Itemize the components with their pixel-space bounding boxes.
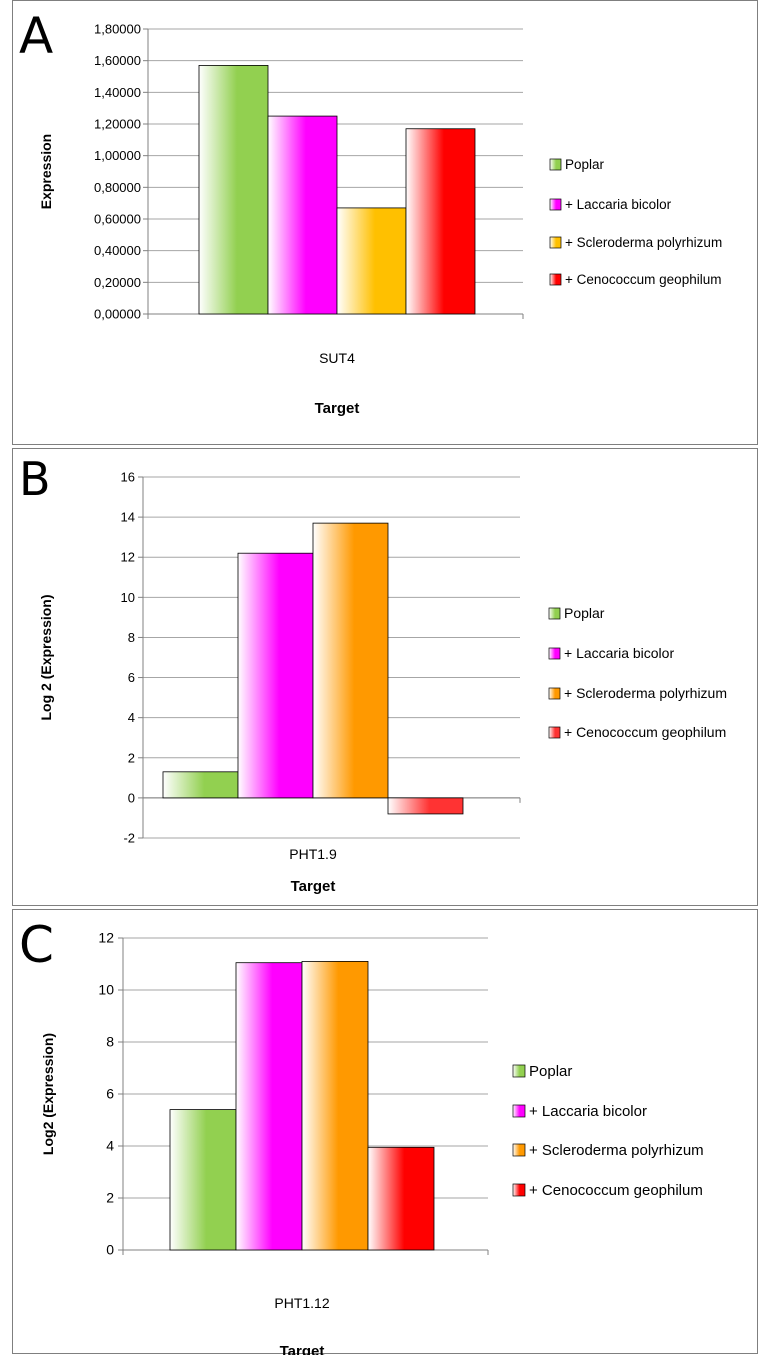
legend-swatch	[548, 687, 561, 700]
legend-swatch	[549, 198, 562, 211]
legend-swatch	[549, 273, 562, 286]
y-tick-label: 2	[128, 750, 135, 765]
category-label: SUT4	[319, 350, 355, 366]
y-tick-label: 1,00000	[94, 148, 141, 163]
legend-label: + Laccaria bicolor	[565, 197, 672, 212]
y-tick-label: 1,80000	[94, 22, 141, 37]
legend-label: + Scleroderma polyrhizum	[564, 685, 727, 701]
y-tick-label: -2	[123, 831, 135, 846]
y-tick-label: 2	[106, 1190, 114, 1206]
bar-2	[235, 962, 303, 1251]
legend-label: Poplar	[565, 157, 605, 172]
y-tick-label: 1,40000	[94, 85, 141, 100]
legend-swatch	[512, 1064, 526, 1078]
y-tick-label: 6	[128, 670, 135, 685]
y-tick-label: 0	[128, 790, 135, 805]
bar-1	[162, 771, 239, 799]
chart-b: B -2 0 2 4 6 8 10 12 14 16 PHT1.9 Target Log 2 (Expre…	[19, 452, 727, 895]
y-tick-label: 0,80000	[94, 180, 141, 195]
bar-2	[237, 552, 314, 799]
y-tick-label: 10	[98, 982, 114, 998]
y-tick-label: 8	[128, 630, 135, 645]
legend-swatch	[549, 236, 562, 249]
y-tick-label: 0,20000	[94, 275, 141, 290]
bar-1	[169, 1109, 237, 1251]
y-tick-label: 1,60000	[94, 53, 141, 68]
panel-label: C	[19, 916, 54, 974]
legend-swatch	[548, 647, 561, 660]
legend-swatch	[512, 1183, 526, 1197]
x-axis-title: Target	[280, 1343, 325, 1355]
panel-label: A	[19, 7, 53, 65]
legend-swatch	[512, 1143, 526, 1157]
y-tick-label: 4	[128, 710, 135, 725]
category-label: PHT1.12	[274, 1295, 329, 1311]
legend-label: Poplar	[564, 605, 605, 621]
y-tick-label: 16	[121, 470, 135, 485]
legend-label: + Laccaria bicolor	[529, 1103, 647, 1120]
chart-a: A 0,00000 0,20000 0,40000 0,60000 0,80000 1,00…	[19, 7, 722, 417]
bar-4	[367, 1146, 435, 1251]
legend-label: + Cenococcum geophilum	[529, 1182, 703, 1199]
legend-label: Poplar	[529, 1063, 572, 1080]
y-tick-label: 0,00000	[94, 307, 141, 322]
y-tick-label: 6	[106, 1086, 114, 1102]
y-tick-label: 10	[121, 590, 135, 605]
bar-1	[198, 65, 269, 315]
x-axis-title: Target	[291, 878, 336, 895]
panel-b: B -2 0 2 4 6 8 10 12 14 16 PHT1.9 Target Log 2 (Expre…	[12, 448, 758, 906]
y-tick-label: 12	[121, 550, 135, 565]
y-axis-title: Log2 (Expression)	[40, 1033, 56, 1155]
legend-label: + Cenococcum geophilum	[565, 272, 721, 287]
bar-3	[336, 207, 407, 315]
bar-4	[405, 128, 476, 315]
panel-c: C 0 2 4 6 8 10 12 PHT1.12 Target Log2 (Expression)…	[12, 909, 758, 1355]
legend-swatch	[548, 726, 561, 739]
y-tick-label: 0,60000	[94, 212, 141, 227]
legend-swatch	[548, 607, 561, 620]
bar-3	[301, 961, 369, 1251]
y-tick-label: 12	[98, 930, 114, 946]
category-label: PHT1.9	[289, 846, 337, 862]
panel-a: A 0,00000 0,20000 0,40000 0,60000 0,80000 1,00…	[12, 0, 758, 445]
legend-swatch	[549, 158, 562, 171]
y-axis-title: Log 2 (Expression)	[38, 594, 54, 720]
bar-3	[312, 522, 389, 799]
y-tick-label: 1,20000	[94, 117, 141, 132]
chart-c: C 0 2 4 6 8 10 12 PHT1.12 Target Log2 (Expression)…	[19, 916, 704, 1355]
y-tick-label: 0	[106, 1242, 114, 1258]
legend-label: + Laccaria bicolor	[564, 645, 674, 661]
legend-label: + Scleroderma polyrhizum	[529, 1142, 704, 1159]
y-tick-label: 0,40000	[94, 243, 141, 258]
y-tick-label: 14	[121, 510, 135, 525]
legend-label: + Scleroderma polyrhizum	[565, 235, 722, 250]
bar-2	[267, 115, 338, 315]
legend-label: + Cenococcum geophilum	[564, 724, 726, 740]
y-tick-label: 4	[106, 1138, 114, 1154]
y-axis-title: Expression	[38, 134, 54, 209]
bar-4	[387, 797, 464, 815]
legend-swatch	[512, 1104, 526, 1118]
panel-label: B	[19, 452, 51, 506]
x-axis-title: Target	[315, 400, 360, 417]
y-tick-label: 8	[106, 1034, 114, 1050]
